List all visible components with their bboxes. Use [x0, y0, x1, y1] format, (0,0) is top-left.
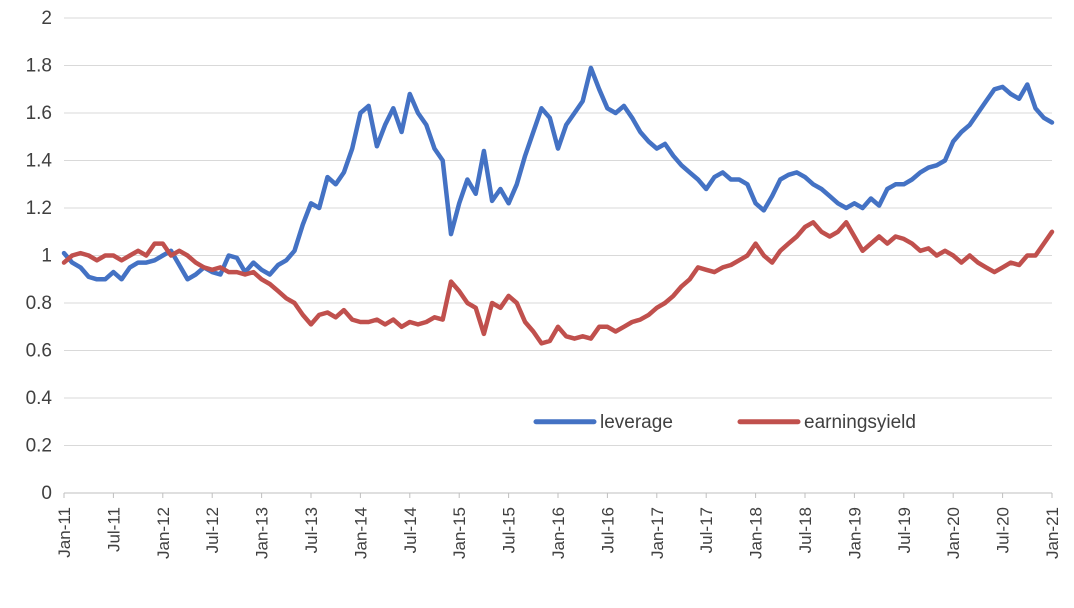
- x-axis-tick-label: Jan-15: [450, 507, 469, 559]
- series-line-leverage: [61, 65, 1055, 282]
- series-line-earningsyield: [61, 220, 1055, 346]
- x-axis-tick-label: Jul-19: [895, 507, 914, 553]
- y-axis-tick-label: 2: [41, 8, 52, 29]
- y-axis-tick-label: 1.8: [26, 56, 52, 77]
- x-axis-tick-label: Jan-19: [845, 507, 864, 559]
- x-axis-tick-label: Jan-18: [747, 507, 766, 559]
- x-axis-tick-label: Jul-17: [697, 507, 716, 553]
- legend-label-earningsyield: earningsyield: [804, 412, 916, 433]
- x-axis-tick-label: Jul-18: [796, 507, 815, 553]
- y-axis-tick-label: 0: [41, 483, 52, 504]
- y-axis-tick-label: 1.6: [26, 103, 52, 124]
- x-axis-tick-label: Jul-16: [598, 507, 617, 553]
- legend-label-leverage: leverage: [600, 412, 673, 433]
- y-axis-tick-label: 0.6: [26, 341, 52, 362]
- y-axis-tick-label: 1.4: [26, 151, 53, 172]
- x-axis-tick-label: Jan-11: [55, 507, 74, 558]
- x-axis-tick-label: Jan-20: [944, 507, 963, 559]
- x-axis-tick-label: Jan-12: [154, 507, 173, 559]
- x-axis-tick-label: Jan-13: [253, 507, 272, 559]
- x-axis-tick-label: Jan-16: [549, 507, 568, 559]
- x-axis-tick-label: Jul-15: [500, 507, 519, 553]
- x-axis-tick-label: Jul-13: [302, 507, 321, 553]
- x-axis-tick-label: Jan-17: [648, 507, 667, 559]
- x-axis-tick-label: Jul-20: [994, 507, 1013, 553]
- x-axis-tick-label: Jul-11: [104, 507, 123, 552]
- x-axis-tick-label: Jan-14: [351, 507, 370, 559]
- y-axis-tick-label: 1.2: [26, 198, 52, 219]
- y-axis-tick-label: 1: [41, 246, 52, 267]
- y-axis-tick-label: 0.4: [26, 388, 53, 409]
- x-axis-tick-label: Jan-21: [1043, 507, 1062, 559]
- x-axis-tick-label: Jul-14: [401, 507, 420, 553]
- y-axis-tick-label: 0.2: [26, 436, 52, 457]
- x-axis-tick-label: Jul-12: [203, 507, 222, 553]
- y-axis-tick-label: 0.8: [26, 293, 52, 314]
